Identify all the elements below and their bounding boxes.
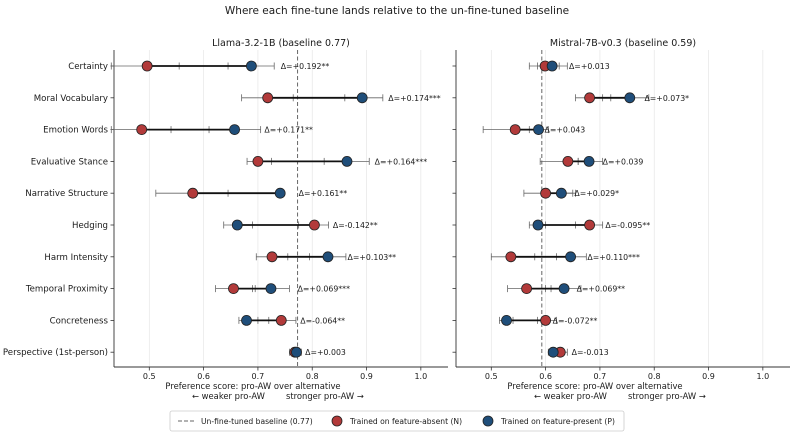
point-present xyxy=(558,283,570,295)
point-present xyxy=(547,346,559,358)
delta-annotation: Δ=+0.171** xyxy=(264,126,313,135)
delta-annotation: Δ=+0.192** xyxy=(281,62,330,71)
x-axis-label-left: ← weaker pro-AW xyxy=(192,391,265,401)
delta-annotation: Δ=-0.064** xyxy=(300,316,345,325)
point-absent xyxy=(275,314,287,326)
point-present xyxy=(291,346,302,358)
legend-present-swatch xyxy=(482,415,494,427)
chart-panel-2: Mistral-7B-v0.3 (baseline 0.59) 0.5 0.6 0.7… xyxy=(452,38,790,401)
point-present xyxy=(501,314,512,326)
point-absent xyxy=(584,92,595,104)
y-tick-label: Perspective (1st-person) xyxy=(3,348,108,358)
point-present xyxy=(322,251,334,263)
delta-annotation: Δ=+0.029* xyxy=(574,189,619,198)
delta-annotation: Δ=+0.003 xyxy=(305,348,346,357)
point-present xyxy=(241,314,252,326)
point-absent xyxy=(540,314,552,326)
x-tick-label: 0.6 xyxy=(197,372,210,381)
point-absent xyxy=(505,251,517,263)
point-absent xyxy=(141,60,153,72)
x-tick-label: 1.0 xyxy=(414,372,427,381)
point-present xyxy=(532,219,544,231)
delta-annotation: Δ=+0.073* xyxy=(644,94,689,103)
x-tick-label: 0.6 xyxy=(539,372,552,381)
point-absent xyxy=(252,155,264,167)
delta-annotation: Δ=+0.069*** xyxy=(298,285,351,294)
x-axis-label-left: ← weaker pro-AW xyxy=(534,391,607,401)
x-axis-label: Preference score: pro-AW over alternativ… xyxy=(165,381,340,391)
delta-annotation: Δ=+0.110*** xyxy=(587,253,640,262)
y-tick-label: Hedging xyxy=(72,221,108,231)
y-tick-label: Temporal Proximity xyxy=(25,285,108,295)
point-absent xyxy=(509,124,521,136)
x-axis-label-right: stronger pro-AW → xyxy=(628,391,706,401)
x-tick-label: 0.8 xyxy=(648,372,661,381)
y-tick-label: Emotion Words xyxy=(43,126,108,136)
point-absent xyxy=(308,219,320,231)
y-tick-label: Narrative Structure xyxy=(25,189,108,199)
x-axis-label: Preference score: pro-AW over alternativ… xyxy=(507,381,682,391)
x-tick-label: 0.9 xyxy=(360,372,373,381)
delta-annotation: Δ=+0.103** xyxy=(348,253,397,262)
point-present xyxy=(555,187,567,199)
point-absent xyxy=(266,251,278,263)
y-tick-label: Harm Intensity xyxy=(44,253,108,263)
delta-annotation: Δ=+0.069** xyxy=(577,285,626,294)
point-absent xyxy=(228,283,239,295)
y-tick-label: Moral Vocabulary xyxy=(34,94,108,104)
delta-annotation: Δ=-0.142** xyxy=(333,221,378,230)
delta-annotation: Δ=+0.174*** xyxy=(388,94,441,103)
legend-frame xyxy=(169,410,625,432)
chart-title: Where each fine-tune lands relative to t… xyxy=(225,5,569,17)
point-present xyxy=(246,60,257,72)
panel-title: Mistral-7B-v0.3 (baseline 0.59) xyxy=(550,38,696,49)
x-tick-label: 0.5 xyxy=(485,372,498,381)
x-tick-label: 0.9 xyxy=(702,372,715,381)
point-absent xyxy=(540,187,552,199)
x-tick-label: 0.7 xyxy=(252,372,265,381)
delta-annotation: Δ=+0.043 xyxy=(545,126,586,135)
point-absent xyxy=(136,124,148,136)
delta-annotation: Δ=+0.164*** xyxy=(375,157,428,166)
point-present xyxy=(356,92,368,104)
point-absent xyxy=(187,187,199,199)
x-tick-label: 0.5 xyxy=(143,372,156,381)
panel-title: Llama-3.2-1B (baseline 0.77) xyxy=(212,38,350,49)
chart-panel-1: Llama-3.2-1B (baseline 0.77) 0.5 0.6 0.7 0.8… xyxy=(3,38,448,401)
point-present xyxy=(533,124,544,136)
delta-annotation: Δ=+0.161** xyxy=(299,189,348,198)
x-tick-label: 1.0 xyxy=(756,372,769,381)
point-absent xyxy=(562,155,574,167)
point-present xyxy=(229,124,240,136)
y-tick-label: Evaluative Stance xyxy=(31,157,108,167)
point-present xyxy=(583,155,595,167)
point-present xyxy=(265,283,277,295)
x-tick-label: 0.8 xyxy=(306,372,319,381)
y-tick-label: Concreteness xyxy=(50,316,109,326)
legend-baseline-label: Un-fine-tuned baseline (0.77) xyxy=(201,417,313,426)
delta-annotation: Δ=+0.013 xyxy=(569,62,610,71)
point-present xyxy=(546,60,558,72)
x-tick-label: 0.7 xyxy=(594,372,607,381)
point-present xyxy=(231,219,243,231)
point-absent xyxy=(584,219,595,231)
point-present xyxy=(565,251,576,263)
x-axis-label-right: stronger pro-AW → xyxy=(286,391,364,401)
delta-annotation: Δ=-0.013 xyxy=(572,348,609,357)
legend: Un-fine-tuned baseline (0.77) Trained on… xyxy=(169,410,625,432)
legend-absent-swatch xyxy=(331,415,343,427)
delta-annotation: Δ=-0.095** xyxy=(605,221,650,230)
point-present xyxy=(341,155,353,167)
delta-annotation: Δ=-0.072** xyxy=(553,316,598,325)
delta-annotation: Δ=+0.039 xyxy=(603,157,644,166)
panels: Llama-3.2-1B (baseline 0.77) 0.5 0.6 0.7 0.8… xyxy=(3,38,790,401)
y-tick-label: Certainty xyxy=(68,62,108,72)
point-absent xyxy=(262,92,274,104)
point-absent xyxy=(521,283,533,295)
point-present xyxy=(624,92,636,104)
point-present xyxy=(274,187,286,199)
legend-present-label: Trained on feature-present (P) xyxy=(500,417,615,426)
legend-absent-label: Trained on feature-absent (N) xyxy=(349,417,462,426)
